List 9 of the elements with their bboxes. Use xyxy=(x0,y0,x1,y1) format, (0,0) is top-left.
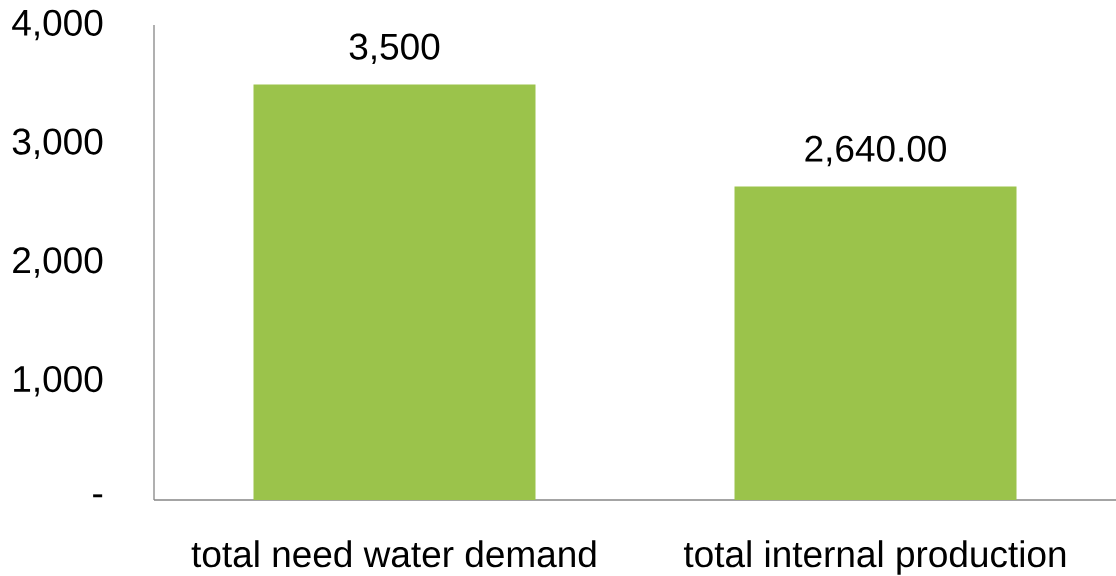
y-tick-label: - xyxy=(93,494,103,498)
x-tick-label: total need water demand xyxy=(191,540,596,568)
y-tick-label: 1,000 xyxy=(14,365,103,397)
data-label: 2,640.00 xyxy=(805,135,946,167)
y-tick-label: 2,000 xyxy=(13,247,103,278)
y-tick-label: 3,000 xyxy=(12,128,103,160)
x-tick-label: total internal production xyxy=(683,540,1066,575)
data-label: 3,500 xyxy=(349,33,440,65)
y-tick-label: 4,000 xyxy=(12,9,103,41)
